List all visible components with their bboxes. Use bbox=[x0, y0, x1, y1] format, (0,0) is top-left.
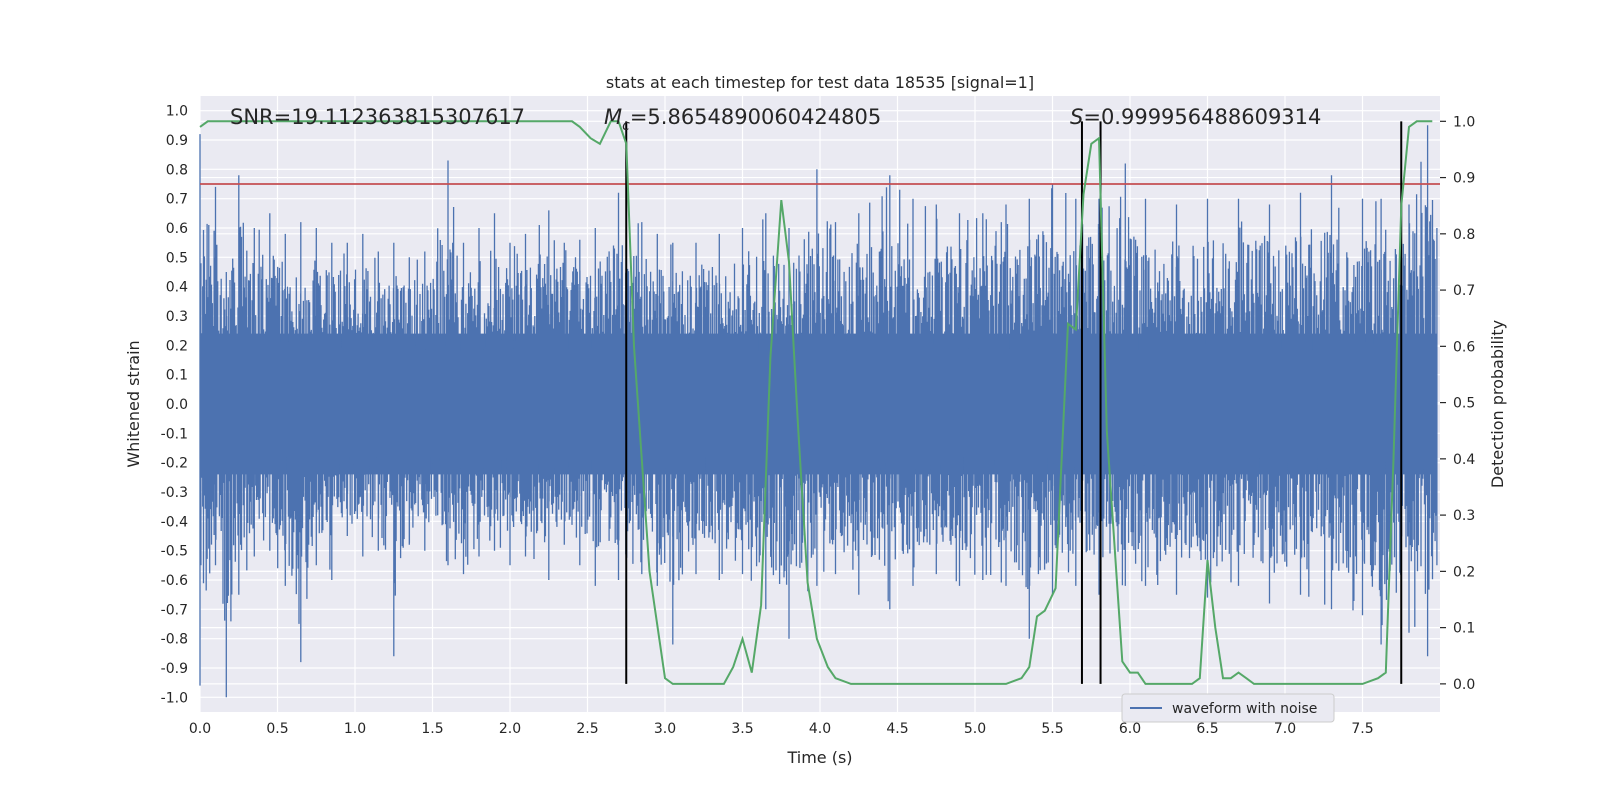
y-left-tick-label: -0.2 bbox=[161, 456, 188, 472]
y-left-tick-label: 0.1 bbox=[166, 368, 188, 384]
x-tick-label: 7.0 bbox=[1274, 721, 1296, 737]
y-left-axis-ticks: 1.0 0.9 0.8 0.7 0.6 0.5 0.4 0.3 0.2 0.1 0.0 -0.1 -0.… bbox=[161, 104, 188, 707]
y-right-tick-label: 0.8 bbox=[1453, 227, 1475, 243]
y-right-tick-label: 0.3 bbox=[1453, 508, 1475, 524]
y-left-tick-label: 0.5 bbox=[166, 250, 188, 266]
legend-label: waveform with noise bbox=[1172, 701, 1317, 717]
y-right-axis-label: Detection probability bbox=[1488, 320, 1507, 488]
x-tick-label: 5.0 bbox=[964, 721, 986, 737]
waveform-line bbox=[199, 125, 1438, 698]
x-axis-label: Time (s) bbox=[786, 748, 852, 767]
y-right-tick-label: 0.0 bbox=[1453, 677, 1475, 693]
chirp-mass-annotation: Mc=5.8654890060424805 bbox=[604, 105, 881, 134]
y-right-tick-label: 0.7 bbox=[1453, 283, 1475, 299]
x-tick-label: 1.0 bbox=[344, 721, 366, 737]
s-symbol: S bbox=[1070, 105, 1083, 129]
s-annotation: S=0.999956488609314 bbox=[1070, 105, 1321, 129]
y-left-tick-label: 0.3 bbox=[166, 309, 188, 325]
waveform-series bbox=[199, 125, 1438, 698]
x-tick-label: 3.5 bbox=[731, 721, 753, 737]
y-left-tick-label: -0.5 bbox=[161, 544, 188, 560]
y-left-tick-label: -0.3 bbox=[161, 485, 188, 501]
s-value: =0.999956488609314 bbox=[1083, 105, 1321, 129]
snr-annotation: SNR=19.112363815307617 bbox=[230, 105, 525, 129]
x-tick-label: 2.5 bbox=[576, 721, 598, 737]
x-tick-label: 2.0 bbox=[499, 721, 521, 737]
y-left-tick-label: 0.6 bbox=[166, 221, 188, 237]
y-left-tick-label: 0.2 bbox=[166, 338, 188, 354]
x-tick-label: 0.5 bbox=[266, 721, 288, 737]
x-axis-ticks: 0.0 0.5 1.0 1.5 2.0 2.5 3.0 3.5 4.0 4.5 5.0 5.5 6.0 6… bbox=[189, 721, 1374, 737]
y-right-tick-label: 0.9 bbox=[1453, 171, 1475, 187]
y-left-tick-label: 0.4 bbox=[166, 280, 188, 296]
y-left-tick-label: 0.0 bbox=[166, 397, 188, 413]
x-tick-label: 3.0 bbox=[654, 721, 676, 737]
y-left-tick-label: -0.6 bbox=[161, 573, 188, 589]
legend: waveform with noise bbox=[1121, 693, 1335, 723]
y-left-tick-label: 0.8 bbox=[166, 162, 188, 178]
chirp-mass-subscript: c bbox=[622, 118, 630, 134]
probability-line bbox=[199, 120, 1433, 685]
chirp-mass-value: =5.8654890060424805 bbox=[630, 105, 881, 129]
x-tick-label: 6.5 bbox=[1196, 721, 1218, 737]
y-left-tick-label: -0.1 bbox=[161, 426, 188, 442]
x-tick-label: 4.5 bbox=[886, 721, 908, 737]
y-right-tick-label: 0.5 bbox=[1453, 396, 1475, 412]
y-left-axis-label: Whitened strain bbox=[124, 340, 143, 467]
y-left-tick-label: -1.0 bbox=[161, 690, 188, 706]
probability-series bbox=[199, 120, 1433, 685]
y-left-tick-label: -0.8 bbox=[161, 632, 188, 648]
y-right-tick-label: 0.4 bbox=[1453, 452, 1475, 468]
x-tick-label: 5.5 bbox=[1041, 721, 1063, 737]
x-tick-label: 0.0 bbox=[189, 721, 211, 737]
y-right-axis-ticks: 1.0 0.9 0.8 0.7 0.6 0.5 0.4 0.3 0.2 0.1 0.0 bbox=[1440, 114, 1475, 693]
y-left-tick-label: -0.4 bbox=[161, 514, 188, 530]
y-right-tick-label: 0.2 bbox=[1453, 564, 1475, 580]
y-left-tick-label: 0.9 bbox=[166, 133, 188, 149]
y-left-tick-label: 1.0 bbox=[166, 104, 188, 120]
y-left-tick-label: 0.7 bbox=[166, 192, 188, 208]
chirp-mass-symbol: M bbox=[604, 105, 622, 129]
y-right-tick-label: 1.0 bbox=[1453, 114, 1475, 130]
x-tick-label: 4.0 bbox=[809, 721, 831, 737]
y-left-tick-label: -0.9 bbox=[161, 661, 188, 677]
x-tick-label: 1.5 bbox=[421, 721, 443, 737]
legend-box bbox=[1121, 693, 1335, 723]
x-tick-label: 6.0 bbox=[1119, 721, 1141, 737]
chart-title: stats at each timestep for test data 185… bbox=[606, 73, 1034, 92]
x-tick-label: 7.5 bbox=[1351, 721, 1373, 737]
y-left-tick-label: -0.7 bbox=[161, 602, 188, 618]
y-right-tick-label: 0.1 bbox=[1453, 621, 1475, 637]
y-right-tick-label: 0.6 bbox=[1453, 339, 1475, 355]
